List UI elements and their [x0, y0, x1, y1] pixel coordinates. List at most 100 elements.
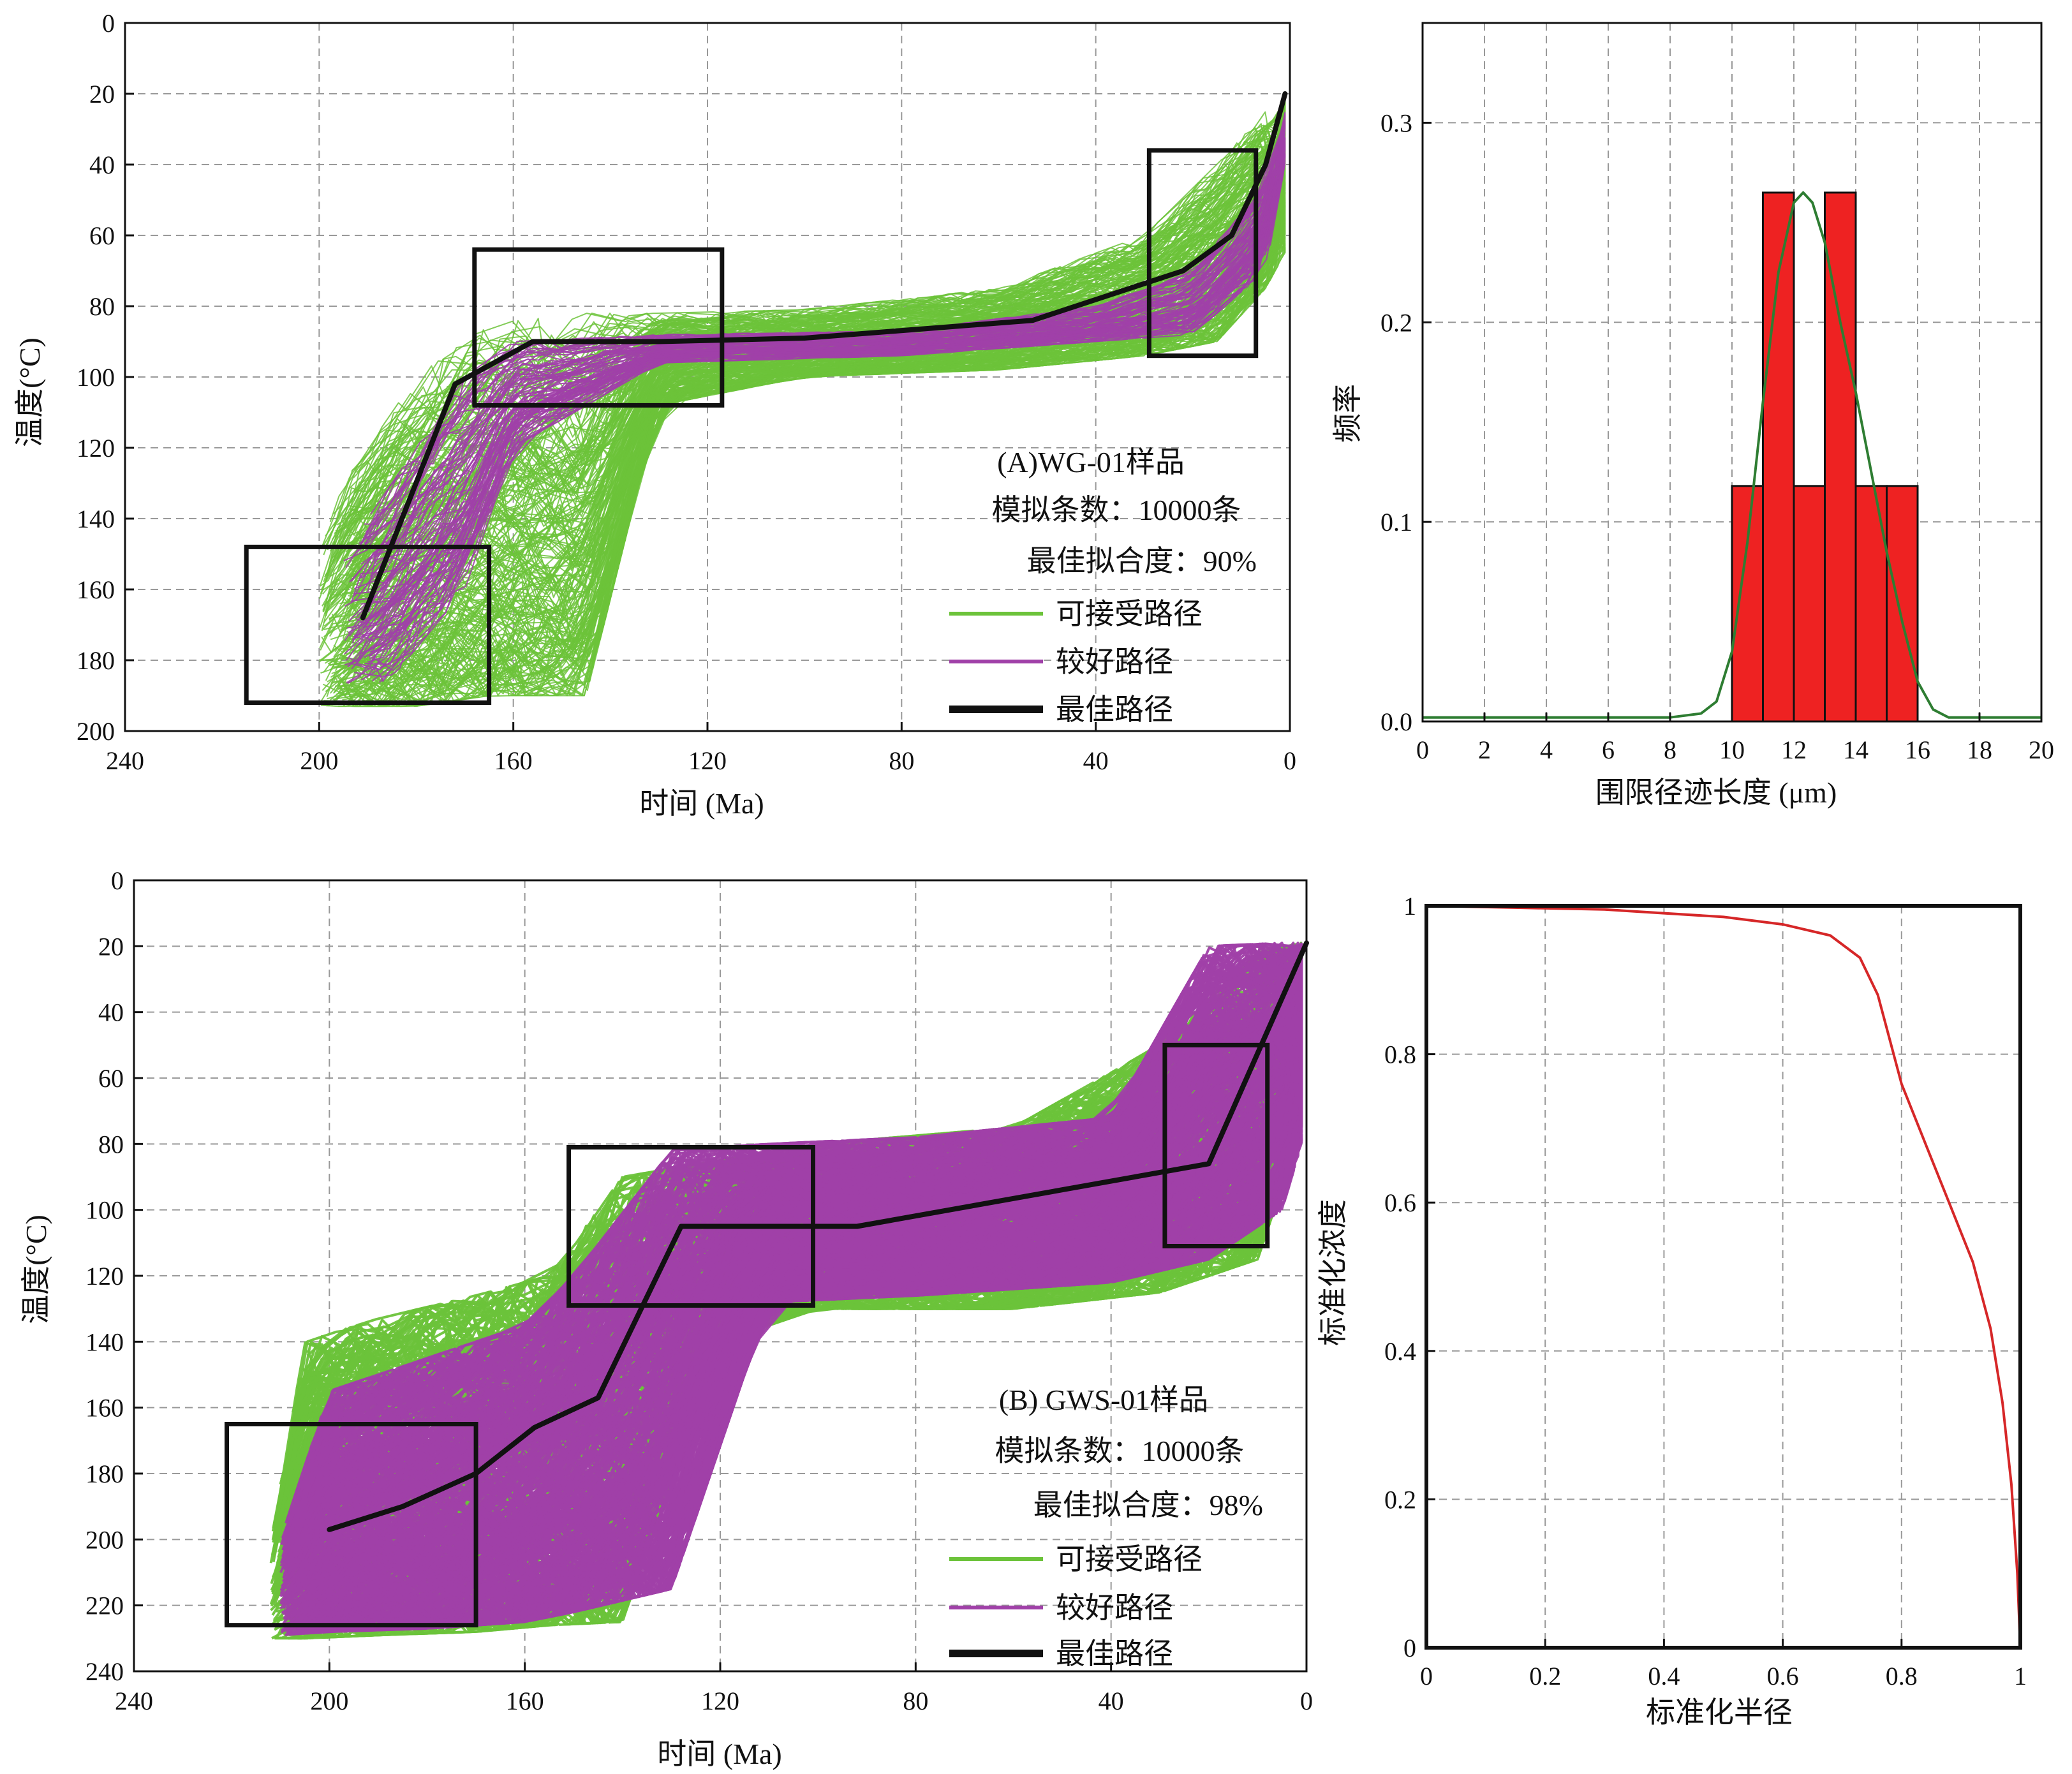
profile-y-ticks: 0 0.2 0.4 0.6 0.8 1	[1384, 892, 1435, 1662]
histogram-bar	[1731, 485, 1764, 723]
constraint-box	[472, 247, 725, 408]
panel-b-y-label: 温度(°C)	[20, 1215, 52, 1324]
simulated-path	[348, 152, 1286, 667]
histogram-bar	[1793, 485, 1826, 723]
histogram-y-label: 频率	[1331, 384, 1364, 443]
simulated-path	[290, 1117, 1303, 1636]
x-tick-label: 1	[2014, 1662, 2027, 1690]
y-tick-label: 0	[1403, 1634, 1416, 1662]
simulated-path	[326, 100, 1286, 707]
histogram-bars	[1731, 191, 1919, 723]
legend-label-acceptable: 可接受路径	[1056, 1543, 1202, 1576]
simulated-path	[360, 161, 1286, 579]
x-tick-label: 160	[494, 746, 533, 775]
simulated-path	[360, 161, 1286, 605]
x-tick-label: 40	[1083, 746, 1109, 775]
legend-label-best: 最佳路径	[1056, 693, 1173, 726]
simulated-path	[353, 126, 1286, 478]
panel-a-legend: 可接受路径 较好路径 最佳路径	[949, 598, 1202, 726]
simulated-path	[344, 123, 1286, 676]
profile-x-label: 标准化半径	[1646, 1696, 1793, 1729]
panel-a-y-label: 温度(°C)	[13, 337, 46, 447]
simulated-path	[288, 974, 1303, 1522]
constraint-box	[225, 1422, 478, 1628]
x-tick-label: 2	[1478, 735, 1491, 764]
histogram-bar	[1824, 191, 1857, 723]
panel-a-y-ticks: 0 20 40 60 80 100 120 140 160 180 200	[77, 9, 134, 746]
x-tick-label: 12	[1781, 735, 1807, 764]
y-tick-label: 0.2	[1380, 308, 1412, 337]
simulated-path	[364, 123, 1286, 526]
best-path-line	[327, 940, 1309, 1532]
y-tick-label: 160	[85, 1394, 124, 1423]
x-tick-label: 20	[2029, 735, 2054, 764]
panel-a-thermal-history: 240 200 160 120 80 40 0 0204060801001201401601…	[13, 9, 1296, 820]
constraint-box	[244, 544, 492, 706]
y-tick-label: 40	[89, 151, 115, 179]
y-tick-label: 80	[89, 292, 115, 321]
simulated-path	[280, 1075, 1303, 1634]
x-tick-label: 0.2	[1529, 1662, 1561, 1690]
panel-a-x-label: 时间 (Ma)	[639, 787, 764, 820]
panel-concentration-profile: 0 0.2 0.4 0.6 0.8 1 0 0.2 0.4 0.6 0.8 1 标准化半径 标准化浓…	[1317, 892, 2027, 1729]
legend-label-good: 较好路径	[1056, 1592, 1173, 1624]
y-tick-label: 0.0	[1380, 707, 1412, 736]
y-tick-label: 140	[85, 1327, 124, 1356]
y-tick-label: 180	[85, 1460, 124, 1488]
panel-b-best-fit: 最佳拟合度：98%	[1033, 1489, 1263, 1521]
simulated-path	[304, 1091, 1303, 1619]
best-path-line	[360, 91, 1288, 621]
x-tick-label: 0	[1420, 1662, 1433, 1690]
x-tick-label: 120	[688, 746, 727, 775]
y-tick-label: 100	[85, 1196, 124, 1225]
panel-a-x-ticks: 240 200 160 120 80 40 0	[106, 722, 1296, 775]
simulated-path	[356, 112, 1286, 617]
x-tick-label: 200	[300, 746, 338, 775]
y-tick-label: 60	[98, 1064, 124, 1093]
x-tick-label: 18	[1967, 735, 1992, 764]
simulated-path	[344, 121, 1286, 654]
panel-b-constraint-boxes	[225, 1042, 1270, 1628]
simulated-path	[352, 158, 1286, 644]
y-tick-label: 80	[98, 1130, 124, 1158]
fit-curve-line	[1423, 191, 2041, 719]
y-tick-label: 0.2	[1384, 1485, 1416, 1514]
constraint-box	[1162, 1042, 1270, 1249]
x-tick-label: 0	[1300, 1687, 1313, 1715]
constraint-box	[1146, 148, 1259, 358]
profile-y-label: 标准化浓度	[1317, 1199, 1349, 1346]
panel-a-sim-count: 模拟条数：10000条	[992, 494, 1241, 526]
y-tick-label: 100	[77, 363, 115, 392]
y-tick-label: 240	[85, 1657, 124, 1686]
y-tick-label: 0.1	[1380, 508, 1412, 536]
simulated-path	[280, 996, 1303, 1606]
x-tick-label: 80	[889, 746, 914, 775]
histogram-x-label: 围限径迹长度 (μm)	[1595, 776, 1837, 809]
panel-b-thermal-history: 240 200 160 120 80 40 0 0 20 40 60 80 100 120 140 160 1…	[20, 866, 1313, 1770]
x-tick-label: 0.4	[1648, 1662, 1680, 1690]
simulated-path	[297, 970, 1303, 1578]
y-tick-label: 0	[111, 866, 124, 895]
y-tick-label: 0.6	[1384, 1188, 1416, 1217]
simulated-path	[309, 1056, 1303, 1553]
simulated-path	[374, 121, 1286, 564]
panel-b-y-ticks: 0 20 40 60 80 100 120 140 160 180 200 220 240	[85, 866, 143, 1686]
y-tick-label: 20	[89, 80, 115, 108]
y-tick-label: 0	[102, 9, 115, 38]
profile-curve	[1426, 905, 2022, 1648]
panel-b-best-path	[327, 940, 1309, 1532]
y-tick-label: 40	[98, 998, 124, 1027]
simulated-path	[310, 943, 1302, 1449]
simulated-path	[352, 163, 1286, 602]
profile-grid	[1426, 906, 2020, 1648]
y-tick-label: 200	[85, 1525, 124, 1554]
simulated-path	[359, 160, 1286, 628]
simulated-path	[315, 1079, 1303, 1634]
panel-b-sim-count: 模拟条数：10000条	[995, 1435, 1245, 1467]
x-tick-label: 80	[903, 1687, 928, 1715]
y-tick-label: 1	[1403, 892, 1416, 920]
simulated-path	[318, 1115, 1302, 1623]
panel-b-sample-name: (B) GWS-01样品	[999, 1384, 1208, 1416]
simulated-path	[372, 128, 1286, 682]
